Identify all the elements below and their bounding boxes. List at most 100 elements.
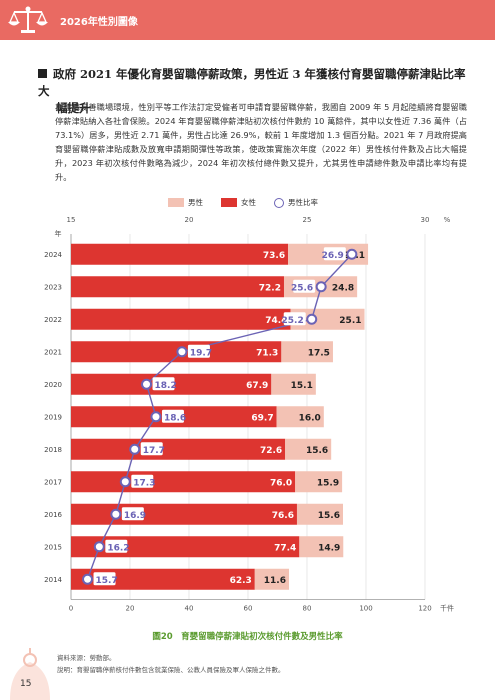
ratio-point (306, 313, 318, 325)
ratio-point (110, 508, 122, 520)
top-axis-tick-label: 25 (303, 216, 312, 224)
bottom-axis-tick-label: 120 (418, 605, 431, 613)
source-line: 資料來源：勞動部。 (57, 654, 116, 662)
bottom-axis-tick-label: 0 (69, 605, 73, 613)
bar-female (71, 341, 282, 363)
legend-swatch-female (221, 198, 237, 207)
legend-item-ratio: 男性比率 (274, 197, 318, 208)
ratio-label-bg (121, 507, 144, 521)
bar-female (71, 243, 289, 265)
top-axis-tick-label: 15 (67, 216, 76, 224)
bar-female-value-label: 69.7 (251, 413, 273, 423)
ratio-value-label: 15.7 (96, 576, 118, 586)
legend-label-male: 男性 (188, 198, 203, 207)
bar-chart: 15202530%年202473.627.1202372.224.8202274… (44, 216, 454, 613)
ratio-point (176, 346, 188, 358)
ratio-point (93, 541, 105, 553)
bar-female-value-label: 73.6 (263, 251, 285, 261)
header-bar: 2026年性別圖像 (0, 0, 495, 40)
legend-item-male: 男性 (168, 197, 203, 208)
ratio-label-bg (131, 474, 154, 488)
bottom-axis-tick-label: 20 (126, 605, 135, 613)
ratio-label-bg (161, 409, 184, 423)
bar-female (71, 276, 284, 298)
ratio-label-bg (293, 279, 316, 293)
category-label: 2021 (44, 348, 62, 356)
category-label: 2020 (44, 381, 62, 389)
legend-swatch-male (168, 198, 184, 207)
note-line: 說明：育嬰留職停薪核付件數包含就業保險、公教人員保險及軍人保險之件數。 (57, 666, 285, 674)
ratio-label-bg (283, 312, 306, 326)
bar-male-value-label: 15.6 (306, 446, 328, 456)
legend-item-female: 女性 (221, 197, 256, 208)
bar-female-value-label: 72.6 (260, 446, 282, 456)
ratio-label-bg (93, 572, 116, 586)
bar-female-value-label: 76.6 (272, 511, 294, 521)
bar-female-value-label: 76.0 (270, 478, 292, 488)
bar-male (290, 308, 365, 330)
bar-male (296, 503, 343, 525)
category-label: 2018 (44, 446, 62, 454)
category-label: 2015 (44, 543, 62, 551)
header-title: 2026年性別圖像 (60, 17, 138, 28)
category-label: 2023 (44, 283, 62, 291)
ratio-value-label: 18.2 (155, 381, 177, 391)
category-label: 2019 (44, 413, 62, 421)
bottom-axis-tick-label: 80 (303, 605, 312, 613)
ratio-point (315, 281, 327, 293)
bar-female-value-label: 77.4 (274, 543, 296, 553)
ratio-value-label: 19.7 (190, 348, 212, 358)
footer-ornament-icon (10, 648, 50, 700)
ratio-label-bg (105, 539, 128, 553)
ratio-point (150, 411, 162, 423)
ratio-label-bg (187, 344, 210, 358)
bottom-axis-tick-label: 40 (185, 605, 194, 613)
bar-female (71, 503, 297, 525)
bar-male-value-label: 15.6 (318, 511, 340, 521)
y-axis-label: 年 (55, 229, 62, 238)
legend-label-female: 女性 (241, 198, 256, 207)
bar-male-value-label: 25.1 (339, 316, 361, 326)
ratio-value-label: 16.2 (107, 543, 129, 553)
bar-male (299, 536, 344, 558)
page-number: 15 (20, 679, 32, 689)
bar-male-value-label: 14.9 (318, 543, 340, 553)
bar-male (281, 341, 333, 363)
bottom-axis-unit: 千件 (440, 604, 454, 613)
ratio-point (129, 443, 141, 455)
bar-male (254, 568, 290, 590)
ratio-point (82, 573, 94, 585)
body-paragraph: 為建構友善職場環境，性別平等工作法訂定受僱者可申請育嬰留職停薪，我國自 2009… (55, 102, 467, 182)
bar-female-value-label: 74.4 (265, 316, 287, 326)
bar-male (276, 406, 324, 428)
bar-female-value-label: 72.2 (259, 283, 281, 293)
bullet-square-icon (38, 69, 47, 78)
ratio-label-bg (152, 377, 175, 391)
ratio-label-bg (140, 442, 163, 456)
ratio-point (119, 476, 131, 488)
section-title: 政府 2021 年優化育嬰留職停薪政策，男性近 3 年獲核付育嬰留職停薪津貼比率… (38, 66, 468, 117)
legend-label-ratio: 男性比率 (288, 198, 318, 207)
section-title-line1: 政府 2021 年優化育嬰留職停薪政策，男性近 3 年獲核付育嬰留職停薪津貼比率… (38, 67, 466, 98)
bar-female (71, 308, 291, 330)
top-axis-tick-label: 30 (421, 216, 430, 224)
category-label: 2022 (44, 316, 62, 324)
figure-caption: 圖20 育嬰留職停薪津貼初次核付件數及男性比率 (152, 632, 343, 642)
bottom-axis-tick-label: 100 (359, 605, 372, 613)
bar-male-value-label: 16.0 (299, 413, 321, 423)
category-label: 2016 (44, 511, 62, 519)
bar-male-value-label: 17.5 (308, 348, 330, 358)
ratio-value-label: 26.9 (322, 251, 344, 261)
bar-female-value-label: 62.3 (230, 576, 252, 586)
bottom-axis-tick-label: 60 (244, 605, 253, 613)
category-label: 2014 (44, 576, 62, 584)
ratio-value-label: 25.6 (291, 283, 313, 293)
top-axis-unit: % (444, 216, 451, 224)
ratio-value-label: 18.6 (164, 413, 186, 423)
source-notes: 資料來源：勞動部。 說明：育嬰留職停薪核付件數包含就業保險、公教人員保險及軍人保… (57, 652, 285, 676)
scales-of-justice-icon (8, 6, 48, 33)
legend-marker-ratio (274, 197, 284, 208)
ratio-value-label: 17.3 (133, 478, 155, 488)
section-title-line2: 幅提升 (56, 101, 91, 115)
bar-male-value-label: 15.1 (291, 381, 313, 391)
